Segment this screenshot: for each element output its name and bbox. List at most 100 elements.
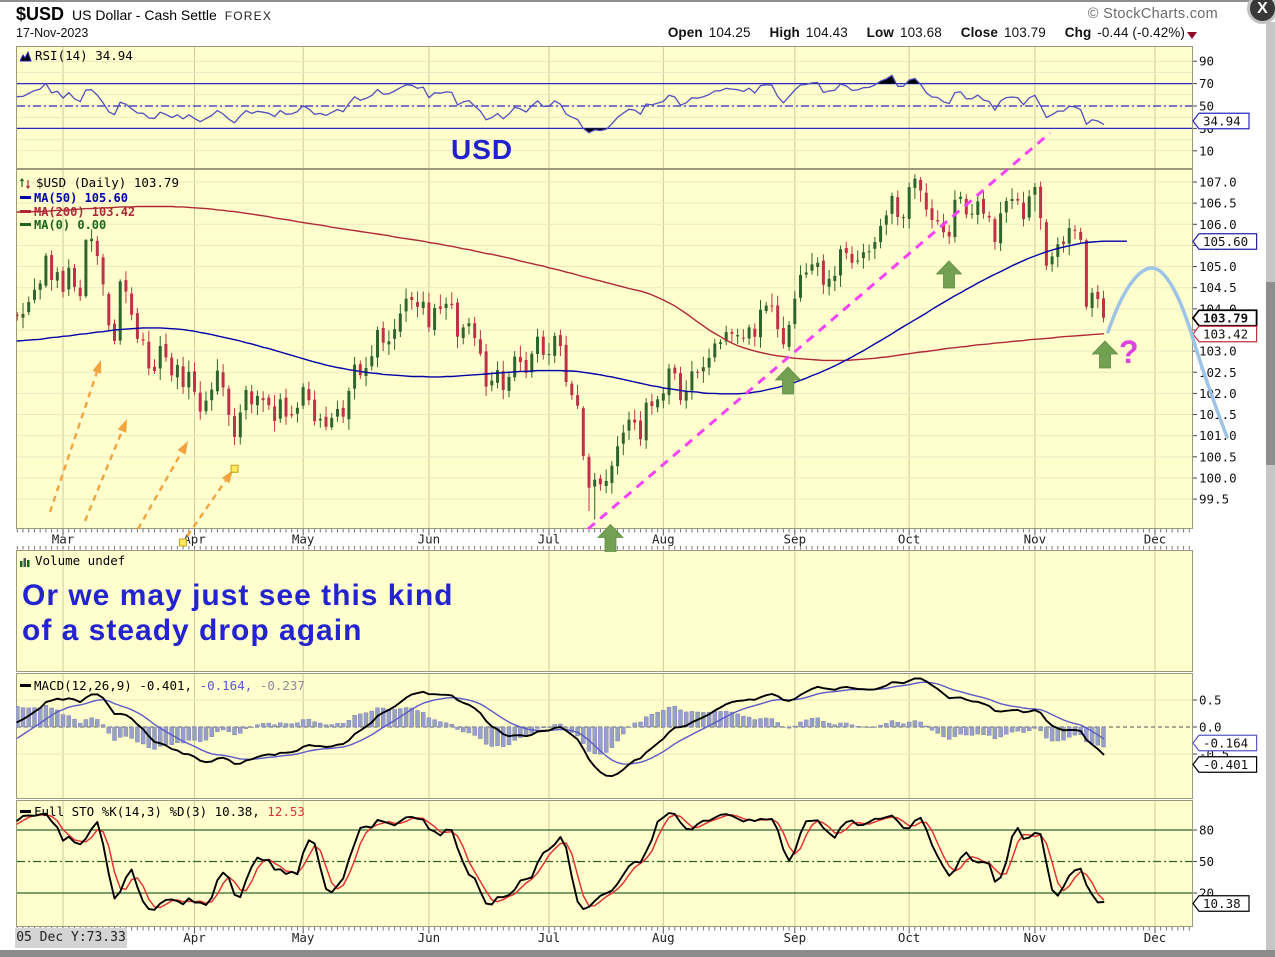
- trendline-annotation[interactable]: [587, 131, 1051, 531]
- candle-body: [336, 409, 339, 417]
- macd-hist-bar: [140, 726, 146, 745]
- horizontal-scrollbar[interactable]: [0, 950, 1275, 957]
- orange-arrow-shaft[interactable]: [83, 430, 124, 522]
- candle-body: [770, 305, 774, 307]
- candle-body: [427, 302, 431, 328]
- vertical-scrollbar[interactable]: [1266, 22, 1275, 950]
- candle-body: [478, 339, 482, 354]
- macd-hist-bar: [1026, 726, 1032, 731]
- legend-value-part: MACD(12,26,9) -0.401,: [34, 678, 193, 693]
- candle-body: [661, 393, 665, 401]
- macd-hist-bar: [238, 726, 243, 734]
- macd-hist-bar: [1015, 726, 1020, 732]
- green-up-arrow-annotation[interactable]: [1091, 340, 1119, 369]
- candle-body: [50, 255, 54, 280]
- macd-hist-bar: [604, 726, 609, 753]
- vertical-scrollbar-thumb[interactable]: [1266, 282, 1275, 465]
- orange-arrow-shaft[interactable]: [180, 479, 227, 546]
- volume-annotation-text[interactable]: Or we may just see this kind of a steady…: [22, 578, 453, 648]
- window-top-border: [0, 0, 1275, 2]
- macd-hist-bar: [598, 726, 603, 755]
- macd-hist-bar: [203, 726, 209, 741]
- axis-label: 103.0: [1199, 344, 1237, 359]
- axis-label: 50: [1199, 99, 1214, 114]
- green-up-arrow-annotation[interactable]: [597, 523, 624, 552]
- orange-arrow-head[interactable]: [177, 441, 188, 455]
- macd-hist-bar: [461, 726, 466, 733]
- macd-hist-bar: [409, 707, 414, 728]
- macd-hist-bar: [335, 723, 340, 728]
- candle-body: [473, 323, 477, 338]
- macd-hist-bar: [958, 726, 963, 735]
- candle-body: [873, 242, 877, 249]
- axis-label: 90: [1199, 54, 1214, 69]
- orange-arrow-head[interactable]: [221, 470, 233, 484]
- axis-label: 10: [1199, 143, 1214, 158]
- candle-body: [616, 446, 620, 467]
- candlestick-series: [16, 174, 1105, 520]
- macd-hist-bar: [838, 722, 843, 728]
- candle-body: [141, 339, 145, 341]
- question-mark-annotation[interactable]: ?: [1119, 334, 1139, 370]
- macd-hist-bar: [289, 723, 294, 728]
- candle-body: [856, 260, 860, 262]
- close-button[interactable]: X: [1247, 0, 1275, 24]
- orange-arrow-shaft[interactable]: [136, 451, 183, 530]
- macd-hist-bar: [918, 721, 923, 728]
- macd-hist-bar: [489, 726, 494, 747]
- candle-body: [181, 366, 185, 387]
- ma-legend-label: MA(50) 105.60: [34, 191, 128, 205]
- candle-body: [930, 208, 934, 220]
- macd-hist-bar: [649, 714, 655, 728]
- candle-body: [558, 335, 562, 347]
- candle-body: [776, 305, 780, 330]
- candle-body: [124, 280, 128, 292]
- candle-body: [701, 367, 705, 372]
- candle-body: [1102, 298, 1105, 318]
- volume-panel: [16, 550, 1193, 672]
- symbol-label: $USD: [16, 4, 65, 24]
- candle-body: [193, 371, 196, 392]
- candle-body: [135, 313, 139, 339]
- macd-hist-bar: [20, 707, 26, 728]
- candle-body: [404, 298, 408, 312]
- axis-label: 101.0: [1199, 428, 1237, 443]
- candle-body: [987, 215, 991, 218]
- candle-body: [518, 357, 522, 363]
- candle-body: [198, 392, 202, 412]
- macd-hist-bar: [541, 726, 546, 729]
- candle-body: [787, 324, 791, 347]
- annotation-handle[interactable]: [230, 464, 239, 473]
- candle-body: [438, 306, 442, 309]
- macd-hist-bar: [1009, 726, 1015, 733]
- high-value: 104.43: [805, 25, 848, 40]
- macd-hist-bar: [295, 722, 300, 728]
- macd-hist-bar: [655, 711, 660, 728]
- candle-body: [976, 201, 980, 215]
- ma-legend-row: MA(200) 103.42: [20, 205, 179, 220]
- axis-label: 102.5: [1199, 365, 1237, 380]
- last-value-box: [1192, 756, 1258, 773]
- macd-hist-bar: [609, 726, 615, 748]
- ma-line-icon: [20, 209, 31, 213]
- green-up-arrow-annotation[interactable]: [935, 260, 963, 289]
- macd-hist-bar: [895, 722, 900, 728]
- usd-annotation-text[interactable]: USD: [451, 134, 514, 165]
- value-axis: 9070503010107.0106.5106.0105.5105.0104.5…: [1191, 54, 1258, 912]
- candle-body: [541, 336, 545, 355]
- orange-arrow-head[interactable]: [117, 419, 127, 433]
- green-up-arrow-annotation[interactable]: [774, 366, 802, 395]
- macd-hist-bar: [724, 711, 729, 728]
- macd-hist-bar: [952, 726, 958, 737]
- legend-value-part: Full STO %K(14,3) %D(3) 10.38,: [34, 804, 260, 819]
- candle-body: [496, 370, 499, 383]
- macd-hist-bar: [106, 726, 112, 734]
- annotation-handle[interactable]: [178, 538, 187, 547]
- macd-hist-bar: [346, 720, 352, 728]
- candle-body: [1050, 256, 1054, 265]
- candle-body: [576, 395, 580, 406]
- orange-arrow-shaft[interactable]: [48, 371, 99, 513]
- orange-arrow-head[interactable]: [92, 360, 102, 374]
- rsi-line: [16, 74, 1105, 134]
- projection-arc-annotation[interactable]: [1106, 266, 1229, 439]
